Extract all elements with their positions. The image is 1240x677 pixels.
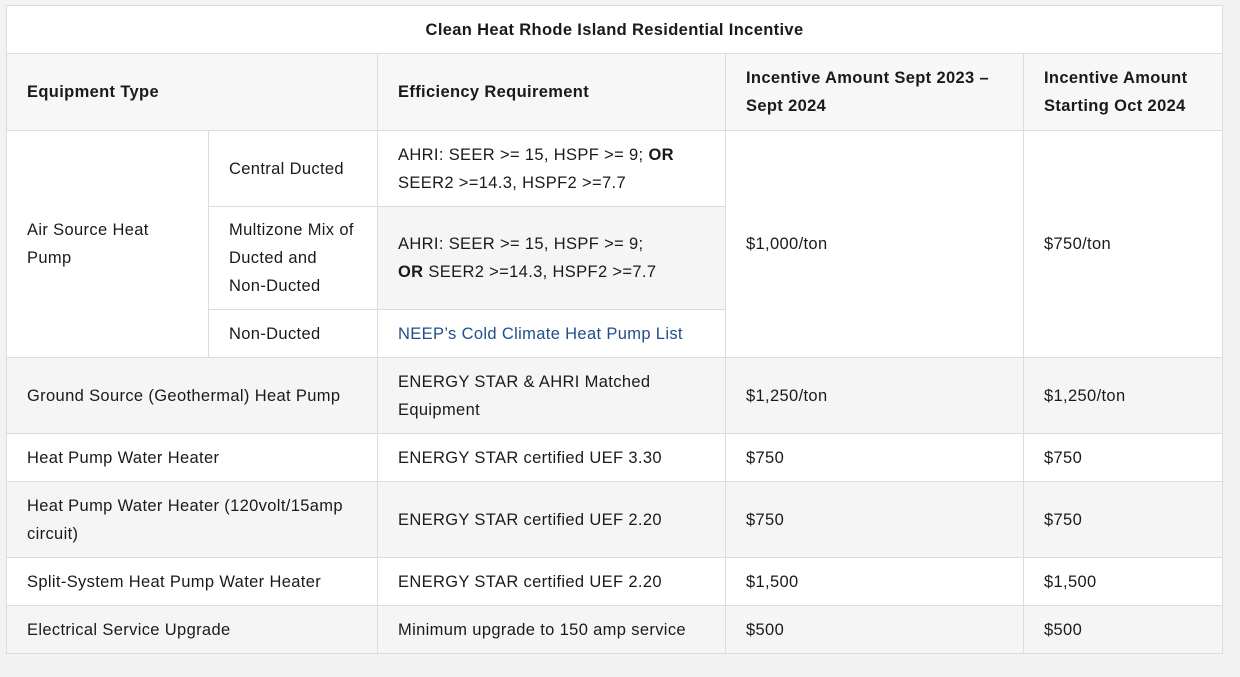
table-title: Clean Heat Rhode Island Residential Ince… bbox=[5, 5, 1224, 54]
central-ducted-cell: Central Ducted bbox=[208, 130, 378, 207]
air-source-heat-pump-cell: Air Source Heat Pump bbox=[6, 130, 209, 358]
header-efficiency-requirement: Efficiency Requirement bbox=[377, 53, 726, 131]
efficiency-cell: ENERGY STAR & AHRI Matched Equipment bbox=[377, 357, 726, 434]
equipment-cell: Split-System Heat Pump Water Heater bbox=[6, 557, 378, 606]
header-equipment-type: Equipment Type bbox=[6, 53, 378, 131]
or-emphasis: OR bbox=[648, 145, 674, 164]
incentive-2023-cell: $1,250/ton bbox=[725, 357, 1024, 434]
equipment-cell: Electrical Service Upgrade bbox=[6, 605, 378, 654]
table-row: Split-System Heat Pump Water Heater ENER… bbox=[6, 557, 1224, 606]
air-source-incentive-2023: $1,000/ton bbox=[725, 130, 1024, 358]
efficiency-cell: ENERGY STAR certified UEF 3.30 bbox=[377, 433, 726, 482]
requirement-text: AHRI: SEER >= 15, HSPF >= 9; bbox=[398, 145, 644, 164]
neep-cold-climate-link[interactable]: NEEP’s Cold Climate Heat Pump List bbox=[398, 324, 683, 343]
header-incentive-2023: Incentive Amount Sept 2023 – Sept 2024 bbox=[725, 53, 1024, 131]
incentive-2023-cell: $750 bbox=[725, 433, 1024, 482]
efficiency-cell: ENERGY STAR certified UEF 2.20 bbox=[377, 481, 726, 558]
or-emphasis: OR bbox=[398, 263, 424, 281]
header-incentive-2024: Incentive Amount Starting Oct 2024 bbox=[1022, 53, 1224, 131]
non-ducted-cell: Non-Ducted bbox=[208, 309, 378, 358]
requirement-text: SEER2 >=14.3, HSPF2 >=7.7 bbox=[428, 263, 657, 281]
table-row: Ground Source (Geothermal) Heat Pump ENE… bbox=[6, 357, 1224, 434]
non-ducted-requirement: NEEP’s Cold Climate Heat Pump List bbox=[377, 309, 726, 358]
multizone-requirement: AHRI: SEER >= 15, HSPF >= 9; OR SEER2 >=1… bbox=[377, 206, 726, 310]
table-row: Heat Pump Water Heater (120volt/15amp ci… bbox=[6, 481, 1224, 558]
incentive-table-container: Clean Heat Rhode Island Residential Ince… bbox=[5, 5, 1224, 654]
equipment-cell: Heat Pump Water Heater bbox=[6, 433, 378, 482]
air-source-incentive-2024: $750/ton bbox=[1022, 130, 1224, 358]
equipment-cell: Heat Pump Water Heater (120volt/15amp ci… bbox=[6, 481, 378, 558]
incentive-2024-cell: $500 bbox=[1022, 605, 1224, 654]
efficiency-cell: Minimum upgrade to 150 amp service bbox=[377, 605, 726, 654]
incentive-2023-cell: $750 bbox=[725, 481, 1024, 558]
requirement-text: SEER2 >=14.3, HSPF2 >=7.7 bbox=[398, 173, 626, 192]
central-ducted-requirement: AHRI: SEER >= 15, HSPF >= 9; OR SEER2 >=… bbox=[377, 130, 726, 207]
header-row: Equipment Type Efficiency Requirement In… bbox=[6, 53, 1224, 131]
efficiency-cell: ENERGY STAR certified UEF 2.20 bbox=[377, 557, 726, 606]
incentive-2024-cell: $1,250/ton bbox=[1022, 357, 1224, 434]
incentive-2024-cell: $1,500 bbox=[1022, 557, 1224, 606]
incentive-2024-cell: $750 bbox=[1022, 433, 1224, 482]
incentive-table: Clean Heat Rhode Island Residential Ince… bbox=[5, 5, 1224, 654]
table-row: Multizone Mix of Ducted and Non-Ducted A… bbox=[7, 206, 1223, 310]
table-row: Electrical Service Upgrade Minimum upgra… bbox=[6, 605, 1224, 654]
requirement-text: AHRI: SEER >= 15, HSPF >= 9; bbox=[398, 235, 644, 253]
equipment-cell: Ground Source (Geothermal) Heat Pump bbox=[6, 357, 378, 434]
multizone-cell: Multizone Mix of Ducted and Non-Ducted bbox=[208, 206, 378, 310]
incentive-2023-cell: $500 bbox=[725, 605, 1024, 654]
table-row: Heat Pump Water Heater ENERGY STAR certi… bbox=[6, 433, 1224, 482]
table-row: Non-Ducted NEEP’s Cold Climate Heat Pump… bbox=[7, 309, 1223, 358]
incentive-2023-cell: $1,500 bbox=[725, 557, 1024, 606]
title-row: Clean Heat Rhode Island Residential Ince… bbox=[5, 5, 1224, 54]
table-row: Air Source Heat Pump Central Ducted AHRI… bbox=[6, 130, 1224, 358]
incentive-2024-cell: $750 bbox=[1022, 481, 1224, 558]
